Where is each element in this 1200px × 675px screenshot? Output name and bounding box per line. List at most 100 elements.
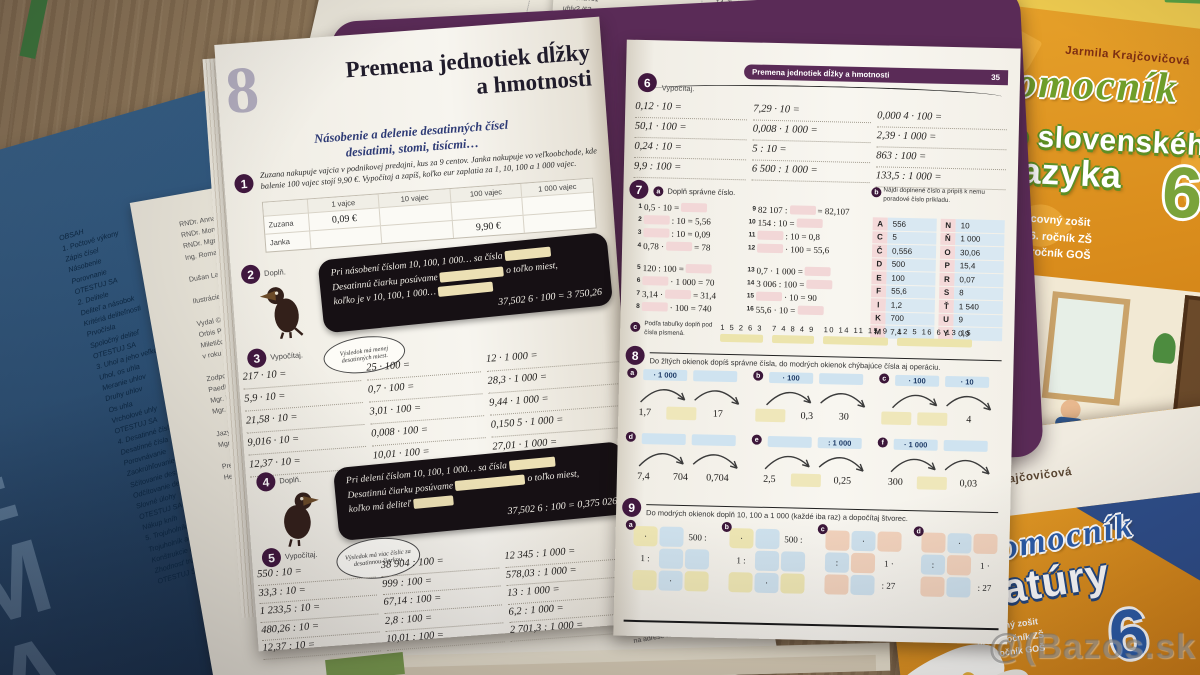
letter-row[interactable]: F 55,6 — [871, 284, 936, 299]
exercise-5-column-1[interactable]: 550 : 10 = 33,3 : 10 = 1 233,5 : 10 = 480,2… — [256, 558, 382, 660]
answer-bar[interactable] — [771, 334, 815, 344]
value-slot[interactable]: 0,03 — [959, 478, 978, 490]
exercise-8-diagrams[interactable]: a · 1 000 1,7 17 b · 100 — [625, 367, 1008, 499]
exercise-3-column-2[interactable]: 25 · 100 = 0,7 · 100 = 3,01 · 100 = 0,008 ·… — [365, 350, 488, 469]
value-slot[interactable]: 1,7 — [638, 406, 652, 419]
value-slot[interactable] — [755, 408, 786, 423]
puzzle-cell[interactable] — [755, 528, 780, 550]
code-group[interactable]: 12 5 16 6 13 15 — [897, 327, 972, 348]
code-group[interactable]: 7 4 8 4 9 — [771, 324, 815, 344]
code-group[interactable]: 10 14 11 15 9 — [823, 325, 889, 346]
number-square-puzzle[interactable]: a · 500 :1 : · — [624, 519, 710, 592]
operation-box[interactable]: · 100 — [895, 374, 940, 387]
math-problem[interactable]: 0,008 · 1 000 = — [752, 120, 871, 144]
value-slot[interactable]: 4 — [966, 414, 972, 426]
puzzle-cell[interactable]: : — [920, 554, 946, 575]
fill-in-blank[interactable] — [757, 243, 784, 254]
fill-in-blank[interactable] — [680, 202, 708, 213]
fill-in-blank[interactable] — [789, 205, 816, 215]
value-slot[interactable]: 7,4 — [637, 470, 650, 483]
letter-row[interactable]: R 0,07 — [939, 272, 1004, 287]
fill-in-blank[interactable] — [454, 473, 526, 491]
exercise-7-items-column-2[interactable]: 9 82 107 : = 82,107 10 154 : 10 = 11 : 1… — [743, 202, 866, 318]
puzzle-cell[interactable]: · — [754, 572, 779, 594]
letter-row[interactable]: A 556 — [872, 217, 937, 232]
math-problem[interactable]: 50,1 · 100 = — [634, 117, 748, 141]
fill-in-problem[interactable]: 12 · 100 = 55,6 — [744, 241, 864, 257]
arrow-diagram[interactable]: b · 100 0,3 30 — [752, 370, 875, 432]
puzzle-cell[interactable] — [684, 571, 709, 592]
arrow-diagram[interactable]: d 7,4 704 0,704 — [625, 431, 748, 493]
fill-in-blank[interactable] — [666, 241, 693, 252]
operation-box[interactable]: · 10 — [945, 375, 990, 388]
fill-in-problem[interactable]: 4 0,78 · = 78 — [630, 239, 742, 255]
fill-in-blank[interactable] — [755, 291, 783, 302]
fill-in-blank[interactable] — [797, 305, 824, 316]
puzzle-cell[interactable] — [754, 550, 780, 572]
math-problem[interactable]: 0,24 : 10 = — [634, 137, 747, 161]
letter-row[interactable]: Ň 1 000 — [940, 232, 1005, 247]
value-slot[interactable]: 704 — [672, 471, 689, 484]
puzzle-cell[interactable] — [728, 572, 753, 593]
puzzle-cell[interactable]: : 27 — [881, 580, 896, 591]
puzzle-cell[interactable] — [973, 533, 998, 555]
puzzle-cell[interactable] — [632, 569, 657, 591]
letter-row[interactable]: N 10 — [940, 218, 1005, 233]
letter-row[interactable]: O 30,06 — [939, 245, 1005, 260]
number-square-puzzle[interactable]: d ·:1 ·: 27 — [912, 526, 998, 598]
operation-box[interactable] — [767, 435, 812, 448]
puzzle-cell[interactable] — [946, 555, 972, 576]
operation-box[interactable] — [641, 433, 686, 446]
fill-in-blank[interactable] — [796, 218, 823, 229]
letter-row[interactable]: I 1,2 — [870, 298, 935, 313]
value-slot[interactable] — [881, 411, 912, 426]
fill-in-blank[interactable] — [664, 289, 692, 300]
value-slot[interactable] — [790, 473, 822, 488]
puzzle-cell[interactable]: 1 · — [884, 558, 894, 569]
fill-in-blank[interactable] — [643, 215, 670, 225]
puzzle-cell[interactable]: 1 : — [736, 555, 746, 566]
letter-row[interactable]: C 5 — [872, 230, 937, 245]
letter-row[interactable]: S 8 — [939, 286, 1004, 301]
letter-row[interactable]: E 100 — [871, 271, 936, 286]
puzzle-cell[interactable]: 500 : — [784, 534, 803, 545]
exercise-5-column-2[interactable]: 38 904 : 100 = 999 : 100 = 67,14 : 100 = 2,… — [380, 549, 505, 651]
operation-box[interactable]: : 1 000 — [817, 437, 862, 450]
puzzle-cell[interactable] — [825, 530, 850, 551]
letter-row[interactable]: D 500 — [871, 257, 936, 272]
fill-in-blank[interactable] — [504, 246, 552, 261]
puzzle-cell[interactable] — [850, 574, 875, 596]
operation-box[interactable] — [691, 434, 736, 447]
value-slot[interactable] — [917, 412, 948, 426]
fill-in-blank[interactable] — [508, 456, 556, 471]
arrow-diagram[interactable]: f · 1 000 300 0,03 — [877, 437, 1000, 498]
operation-box[interactable] — [819, 373, 864, 386]
letter-row[interactable]: Č 0,556 — [871, 244, 937, 259]
puzzle-cell[interactable]: : 27 — [977, 582, 992, 594]
puzzle-cell[interactable] — [824, 574, 849, 595]
exercise-3-column-3[interactable]: 12 · 1 000 = 28,3 · 1 000 = 9,44 · 1 000 =… — [485, 340, 626, 460]
letter-row[interactable]: Ť 1 540 — [938, 299, 1003, 314]
value-slot[interactable]: 300 — [887, 476, 903, 488]
value-slot[interactable] — [916, 476, 947, 490]
fill-in-problem[interactable]: 8 · 100 = 740 — [629, 300, 741, 316]
puzzle-cell[interactable] — [659, 526, 684, 548]
math-problem[interactable]: 9,9 : 100 = — [633, 157, 747, 181]
arrow-diagram[interactable]: e : 1 000 2,5 0,25 — [751, 434, 874, 496]
puzzle-cell[interactable]: · — [851, 530, 876, 552]
letter-row[interactable]: P 15,4 — [939, 259, 1004, 274]
operation-box[interactable]: · 1 000 — [893, 438, 938, 451]
operation-box[interactable]: · 100 — [769, 371, 814, 384]
fill-in-blank[interactable] — [757, 230, 784, 241]
value-slot[interactable] — [666, 406, 697, 421]
value-slot[interactable]: 30 — [838, 411, 849, 423]
value-slot[interactable]: 0,704 — [706, 472, 729, 485]
code-group[interactable]: 1 5 2 6 3 — [719, 323, 763, 343]
puzzle-cell[interactable] — [684, 549, 710, 570]
exercise-6-column-2[interactable]: 7,29 · 10 = 0,008 · 1 000 = 5 : 10 = 6 500 … — [751, 100, 872, 184]
number-square-puzzle[interactable]: c ·:1 ·: 27 — [816, 524, 902, 596]
answer-bar[interactable] — [897, 337, 972, 348]
puzzle-cell[interactable]: 1 · — [979, 560, 990, 571]
fill-in-blank[interactable] — [437, 281, 494, 298]
answer-bar[interactable] — [823, 336, 889, 346]
